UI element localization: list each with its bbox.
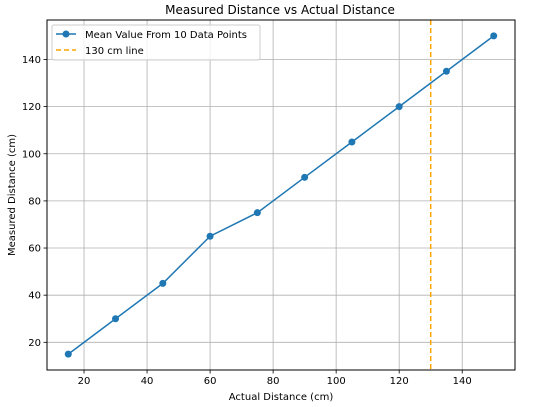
data-point bbox=[159, 279, 167, 287]
x-tick-label: 80 bbox=[267, 376, 280, 387]
y-tick-label: 40 bbox=[28, 291, 41, 302]
data-point bbox=[490, 32, 498, 40]
series-line bbox=[67, 35, 495, 355]
y-tick-label: 80 bbox=[28, 196, 41, 207]
grid bbox=[47, 20, 515, 370]
series-layer bbox=[64, 32, 498, 358]
data-point bbox=[301, 173, 309, 181]
data-point bbox=[253, 209, 261, 217]
legend-series-label: Mean Value From 10 Data Points bbox=[85, 30, 247, 41]
legend: Mean Value From 10 Data Points 130 cm li… bbox=[51, 24, 261, 61]
y-tick-label: 20 bbox=[28, 338, 41, 349]
data-point bbox=[112, 315, 120, 323]
y-axis-label: Measured Distance (cm) bbox=[7, 134, 18, 256]
chart-title: Measured Distance vs Actual Distance bbox=[165, 3, 395, 17]
ticks: 20 40 60 80 100 120 140 20 40 60 80 100 120 140 bbox=[22, 55, 472, 387]
data-point bbox=[206, 232, 214, 240]
x-tick-label: 20 bbox=[78, 376, 91, 387]
x-tick-label: 40 bbox=[141, 376, 154, 387]
legend-series-marker bbox=[62, 30, 70, 38]
y-tick-label: 120 bbox=[22, 102, 41, 113]
x-tick-label: 140 bbox=[453, 376, 472, 387]
x-tick-label: 100 bbox=[327, 376, 346, 387]
data-point bbox=[64, 350, 72, 358]
legend-box bbox=[51, 24, 261, 61]
legend-vline-label: 130 cm line bbox=[85, 46, 144, 57]
x-axis-label: Actual Distance (cm) bbox=[229, 392, 334, 403]
x-tick-label: 60 bbox=[204, 376, 217, 387]
y-tick-label: 140 bbox=[22, 55, 41, 66]
plot-frame bbox=[46, 19, 516, 371]
data-point bbox=[348, 138, 356, 146]
data-point bbox=[395, 103, 403, 111]
y-tick-label: 100 bbox=[22, 149, 41, 160]
y-tick-label: 60 bbox=[28, 244, 41, 255]
x-tick-label: 120 bbox=[390, 376, 409, 387]
data-point bbox=[442, 67, 450, 75]
